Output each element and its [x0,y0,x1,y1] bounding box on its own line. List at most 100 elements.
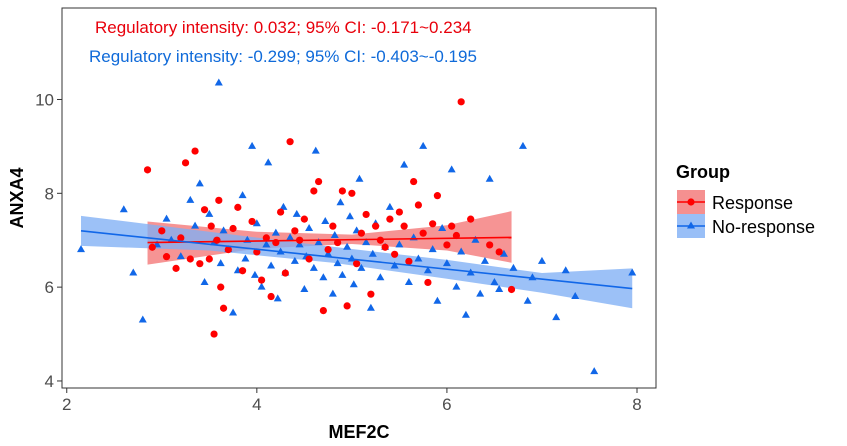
point-no-response-89 [495,284,504,292]
legend-key-response-marker [687,198,695,206]
y-tick-label-6: 6 [45,278,54,297]
point-no-response-29 [267,261,276,269]
point-response-68 [495,248,503,256]
plot-panel-border [61,7,657,389]
y-tick-label-8: 8 [45,184,54,203]
point-no-response-33 [279,202,288,210]
point-no-response-97 [561,266,570,274]
point-no-response-62 [368,249,377,257]
point-response-17 [219,304,228,312]
point-no-response-44 [314,238,323,246]
point-no-response-79 [447,165,456,173]
point-no-response-35 [286,233,295,241]
x-axis-title: MEF2C [328,422,389,442]
point-no-response-82 [461,310,470,318]
point-no-response-52 [338,270,347,278]
point-no-response-38 [295,240,304,248]
point-no-response-75 [428,245,437,253]
point-response-5 [177,234,185,242]
point-response-49 [376,236,384,244]
fit-line-no-response [80,230,633,290]
point-response-20 [234,203,242,211]
point-no-response-49 [330,231,339,239]
point-response-65 [457,98,465,106]
point-no-response-24 [250,270,259,278]
point-no-response-0 [77,245,86,253]
point-response-26 [267,292,275,301]
point-no-response-76 [433,296,442,304]
point-no-response-28 [264,158,273,166]
point-no-response-69 [400,160,409,168]
y-tick-label-10: 10 [35,90,54,109]
point-no-response-1 [119,205,128,213]
point-response-51 [386,215,394,223]
point-response-6 [181,159,190,167]
point-no-response-11 [200,277,209,285]
point-response-61 [433,192,442,200]
point-response-59 [424,278,432,287]
point-no-response-96 [552,313,561,321]
point-response-2 [158,227,166,235]
point-no-response-8 [186,195,195,203]
point-response-64 [452,231,461,240]
point-no-response-5 [162,214,171,222]
point-no-response-50 [333,259,342,267]
annotation-no-response: Regulatory intensity: -0.299; 95% CI: -0… [89,47,477,66]
point-no-response-77 [438,223,447,231]
legend-label-response: Response [712,193,793,213]
legend-title: Group [676,162,730,182]
point-response-39 [329,222,337,230]
point-response-10 [200,206,209,214]
point-response-62 [443,241,451,249]
point-response-13 [210,330,218,338]
point-no-response-25 [252,219,261,227]
point-no-response-16 [219,226,228,234]
point-no-response-46 [321,216,330,224]
point-no-response-41 [305,223,314,231]
point-no-response-92 [518,141,527,149]
point-response-24 [257,276,266,284]
point-response-4 [172,264,180,272]
point-no-response-80 [452,282,461,290]
point-response-0 [143,166,152,174]
point-no-response-67 [390,261,399,269]
point-response-52 [391,250,399,258]
legend-label-no-response: No-response [712,217,815,237]
point-response-31 [291,227,299,235]
point-no-response-48 [328,289,337,297]
point-response-42 [343,302,351,310]
point-response-46 [362,210,370,219]
point-no-response-88 [490,277,499,285]
point-no-response-12 [205,209,214,217]
point-no-response-73 [419,141,428,149]
point-response-15 [215,196,223,204]
point-response-58 [419,229,427,237]
point-no-response-86 [480,256,489,264]
x-tick-label-4: 4 [252,395,261,414]
point-no-response-45 [319,273,328,281]
point-response-36 [315,177,323,186]
point-no-response-100 [628,268,637,276]
point-no-response-2 [129,268,138,276]
point-no-response-9 [191,221,200,229]
point-no-response-37 [292,209,301,217]
point-no-response-15 [216,259,225,267]
point-no-response-64 [376,273,385,281]
point-response-45 [357,229,365,237]
point-response-21 [238,267,247,275]
point-response-57 [414,201,422,209]
point-response-54 [400,222,408,230]
point-no-response-20 [238,191,247,199]
point-no-response-51 [336,198,345,206]
point-no-response-30 [271,228,280,236]
point-response-67 [486,241,494,249]
y-tick-label-4: 4 [45,372,54,391]
point-response-1 [148,243,156,251]
point-no-response-23 [248,141,257,149]
point-no-response-78 [442,259,451,267]
point-no-response-47 [324,249,333,257]
point-response-69 [507,285,516,294]
point-response-18 [224,246,232,254]
